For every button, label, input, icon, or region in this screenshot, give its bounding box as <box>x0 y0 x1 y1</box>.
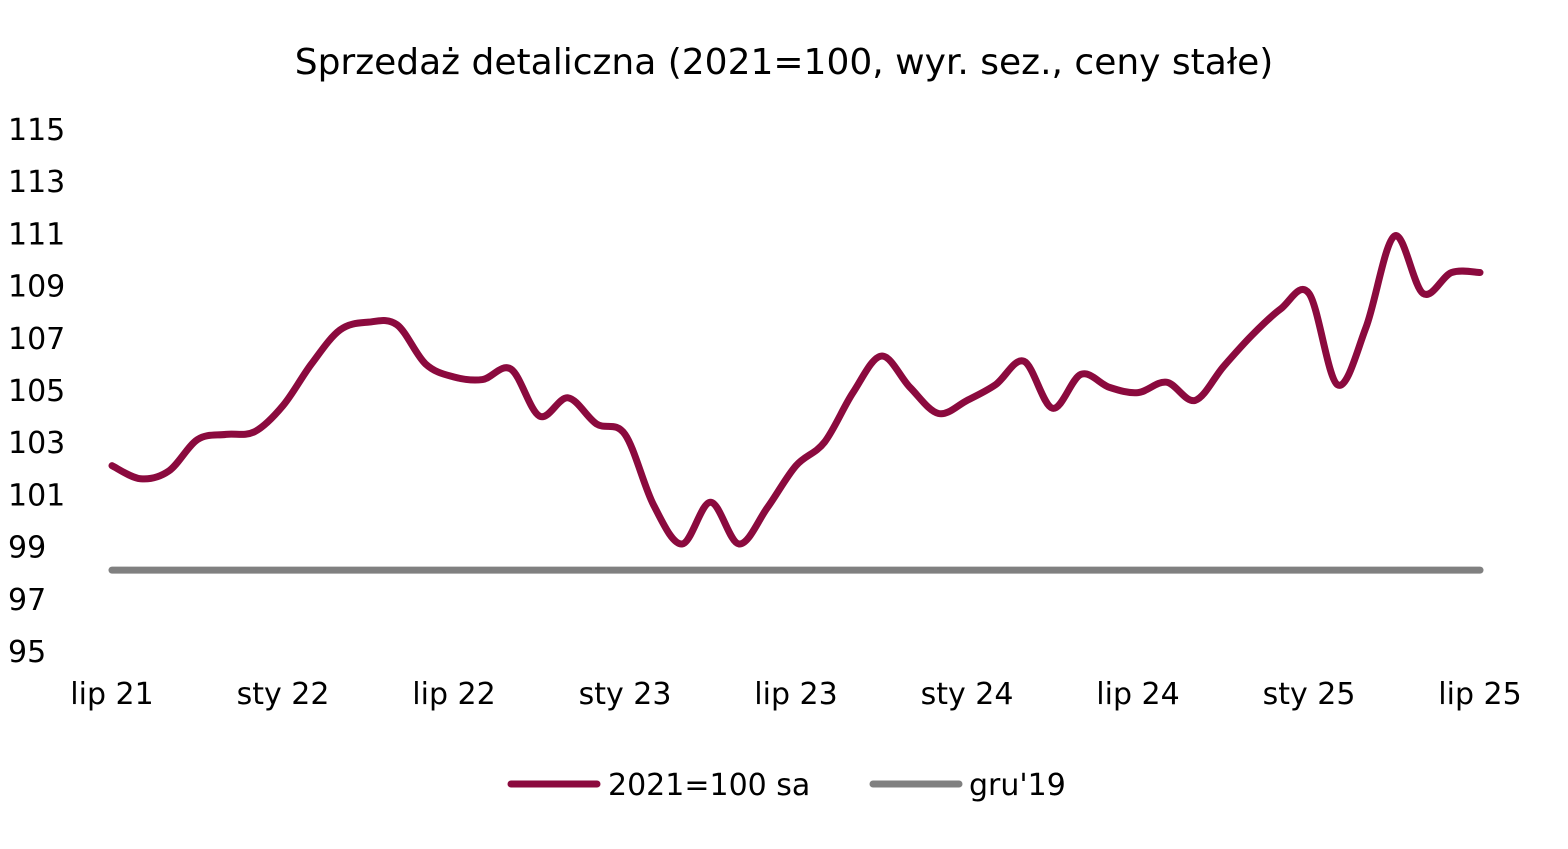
x-axis-ticks: lip 21 sty 22 lip 22 sty 23 lip 23 sty 24 lip … <box>70 677 1521 712</box>
y-axis-ticks: 95 97 99 101 103 105 107 109 111 113 115 <box>8 113 65 670</box>
legend-label-2021-100-sa: 2021=100 sa <box>608 768 810 803</box>
y-tick-label: 95 <box>8 635 46 670</box>
series-line-2021-100-sa <box>108 232 1484 548</box>
x-tick-label: lip 22 <box>412 677 495 712</box>
chart-title: Sprzedaż detaliczna (2021=100, wyr. sez.… <box>295 42 1274 83</box>
legend-label-gru-19: gru'19 <box>969 768 1066 803</box>
y-tick-label: 97 <box>8 583 46 618</box>
x-tick-label: lip 21 <box>70 677 153 712</box>
y-tick-label: 105 <box>8 374 65 409</box>
x-tick-label: sty 25 <box>1263 677 1356 712</box>
x-tick-label: lip 23 <box>754 677 837 712</box>
legend: 2021=100 sa gru'19 <box>507 768 1066 803</box>
y-tick-label: 99 <box>8 531 46 566</box>
series-layer <box>108 232 1484 574</box>
x-tick-label: sty 23 <box>579 677 672 712</box>
y-tick-label: 101 <box>8 478 65 513</box>
y-tick-label: 113 <box>8 165 65 200</box>
x-tick-label: lip 25 <box>1438 677 1521 712</box>
x-tick-label: sty 24 <box>921 677 1014 712</box>
x-tick-label: sty 22 <box>237 677 330 712</box>
y-tick-label: 115 <box>8 113 65 148</box>
y-tick-label: 103 <box>8 426 65 461</box>
y-tick-label: 111 <box>8 217 65 252</box>
y-tick-label: 107 <box>8 322 65 357</box>
x-tick-label: lip 24 <box>1096 677 1179 712</box>
y-tick-label: 109 <box>8 270 65 305</box>
